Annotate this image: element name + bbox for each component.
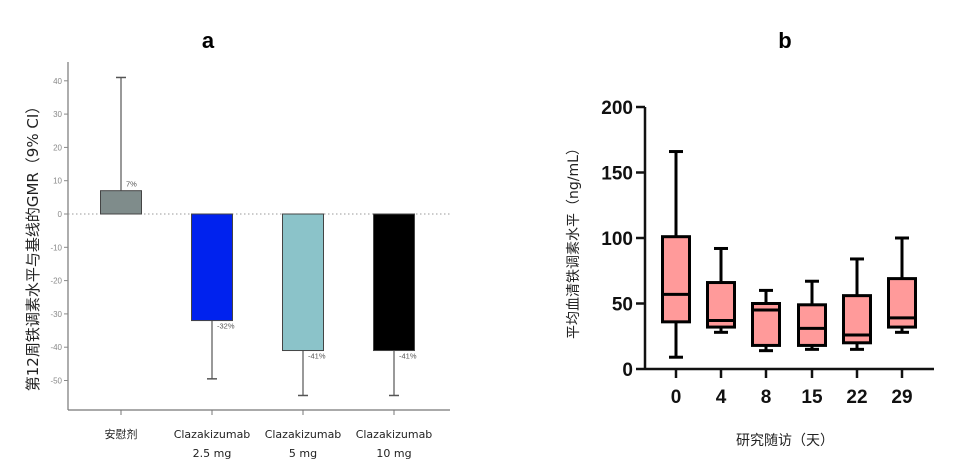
panel-b-x-ticks: 0 4 8 15 22 29 [671, 369, 913, 408]
panel-b-y-tick-label: 0 [622, 360, 633, 381]
panel-b-x-tick-label: 0 [671, 387, 682, 408]
panel-a-axes [67, 62, 450, 411]
panel-a-bar [373, 213, 415, 352]
panel-a-y-tick-label: 30 [53, 110, 62, 119]
panel-b-x-tick-label: 29 [891, 387, 912, 408]
panel-b-boxes [661, 150, 917, 359]
panel-a-bars: 7% -32% -41% -41% [100, 76, 417, 397]
panel-a-x-tick-label: Clazakizumab [265, 428, 342, 441]
panel-a-y-axis-label: 第12周铁调素水平与基线的GMR（9% CI） [24, 99, 42, 392]
panel-a-x-tick-label: 安慰剂 [105, 427, 138, 441]
panel-a-data-label: -41% [399, 352, 417, 361]
panel-a-y-tick-label: -20 [50, 277, 62, 286]
panel-a-y-tick-label: 10 [53, 177, 62, 186]
panel-a-y-tick-label: -30 [50, 310, 62, 319]
panel-b-y-tick-label: 50 [612, 295, 633, 316]
panel-b-y-axis-label: 平均血清铁调素水平（ng/mL） [566, 141, 582, 339]
panel-b-title: b [778, 28, 791, 53]
panel-b-y-ticks: 0 50 100 150 200 [601, 98, 645, 381]
panel-a-bar [191, 213, 233, 322]
panel-b-y-tick-label: 100 [601, 229, 633, 250]
panel-a-y-tick-label: -10 [50, 243, 62, 252]
panel-b-x-axis-label: 研究随访（天） [736, 433, 834, 449]
panel-a-y-ticks: 40 30 20 10 0 -10 -20 -30 -40 -50 [50, 77, 68, 386]
panel-b-box [661, 235, 691, 324]
panel-a-y-tick-label: 20 [53, 143, 62, 152]
panel-a-x-tick-label-line2: 2.5 mg [193, 447, 232, 460]
panel-a-data-label: 7% [126, 180, 137, 189]
panel-a-x-tick-label: Clazakizumab [356, 428, 433, 441]
panel-b-box [887, 277, 917, 329]
panel-b-y-tick-label: 200 [601, 98, 633, 119]
panel-a-data-label: -41% [308, 352, 326, 361]
panel-b-box [797, 303, 827, 347]
panel-a-y-tick-label: -40 [50, 343, 62, 352]
panel-b-y-tick-label: 150 [601, 164, 633, 185]
panel-a-y-tick-label: 0 [58, 210, 63, 219]
panel-a-x-tick-label-line2: 5 mg [289, 447, 317, 460]
panel-b-x-tick-label: 4 [716, 387, 727, 408]
panel-a-data-label: -32% [217, 322, 235, 331]
panel-b: b 平均血清铁调素水平（ng/mL） 研究随访（天） 050100150200 … [566, 28, 934, 449]
panel-a-y-tick-label: -50 [50, 377, 62, 386]
panel-a-x-ticks: 安慰剂 Clazakizumab 2.5 mg Clazakizumab 5 mg Cla… [105, 410, 433, 460]
panel-a-y-tick-label: 40 [53, 77, 62, 86]
panel-b-x-tick-label: 22 [846, 387, 867, 408]
panel-a: a 第12周铁调素水平与基线的GMR（9% CI） 40 30 20 10 0 -10 -2… [24, 28, 450, 460]
panel-a-bar [100, 190, 142, 215]
panel-a-x-tick-label-line2: 10 mg [376, 447, 411, 460]
panel-a-title: a [202, 28, 215, 53]
panel-a-x-tick-label: Clazakizumab [174, 428, 251, 441]
panel-b-x-tick-label: 15 [801, 387, 823, 408]
panel-a-bar [282, 213, 324, 352]
panel-b-x-tick-label: 8 [761, 387, 772, 408]
